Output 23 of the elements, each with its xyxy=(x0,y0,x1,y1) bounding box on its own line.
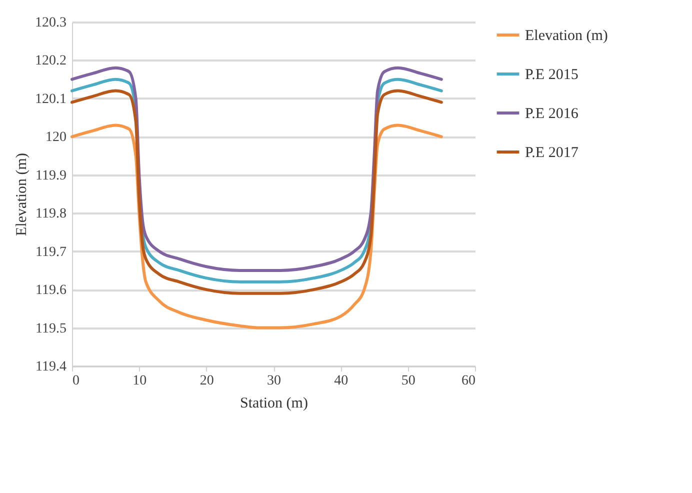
x-tick-label: 60 xyxy=(462,374,476,388)
x-tick-label: 40 xyxy=(334,374,348,388)
y-tick-label: 119.8 xyxy=(36,206,66,222)
x-axis-title: Station (m) xyxy=(240,396,308,412)
y-tick-label: 119.4 xyxy=(36,360,66,374)
y-tick-label: 119.9 xyxy=(36,168,66,184)
legend-label: P.E 2017 xyxy=(525,145,579,161)
x-tick-label: 50 xyxy=(401,374,416,388)
y-tick-label: 120.2 xyxy=(35,54,66,69)
y-axis-title: Elevation (m) xyxy=(14,153,30,236)
y-tick-label: 119.5 xyxy=(36,321,66,336)
legend-label: P.E 2015 xyxy=(525,67,578,83)
y-tick-label: 119.6 xyxy=(36,283,66,298)
y-tick-label: 119.7 xyxy=(36,244,66,260)
x-tick-label: 20 xyxy=(200,374,214,388)
legend-label: Elevation (m) xyxy=(525,28,608,44)
y-tick-label: 120.3 xyxy=(35,16,66,30)
y-tick-label: 120.1 xyxy=(35,92,66,107)
x-tick-label: 0 xyxy=(72,374,80,388)
y-tick-label: 120 xyxy=(46,130,66,146)
x-tick-label: 30 xyxy=(267,374,281,388)
x-tick-label: 10 xyxy=(132,374,147,388)
legend-label: P.E 2016 xyxy=(525,106,579,122)
